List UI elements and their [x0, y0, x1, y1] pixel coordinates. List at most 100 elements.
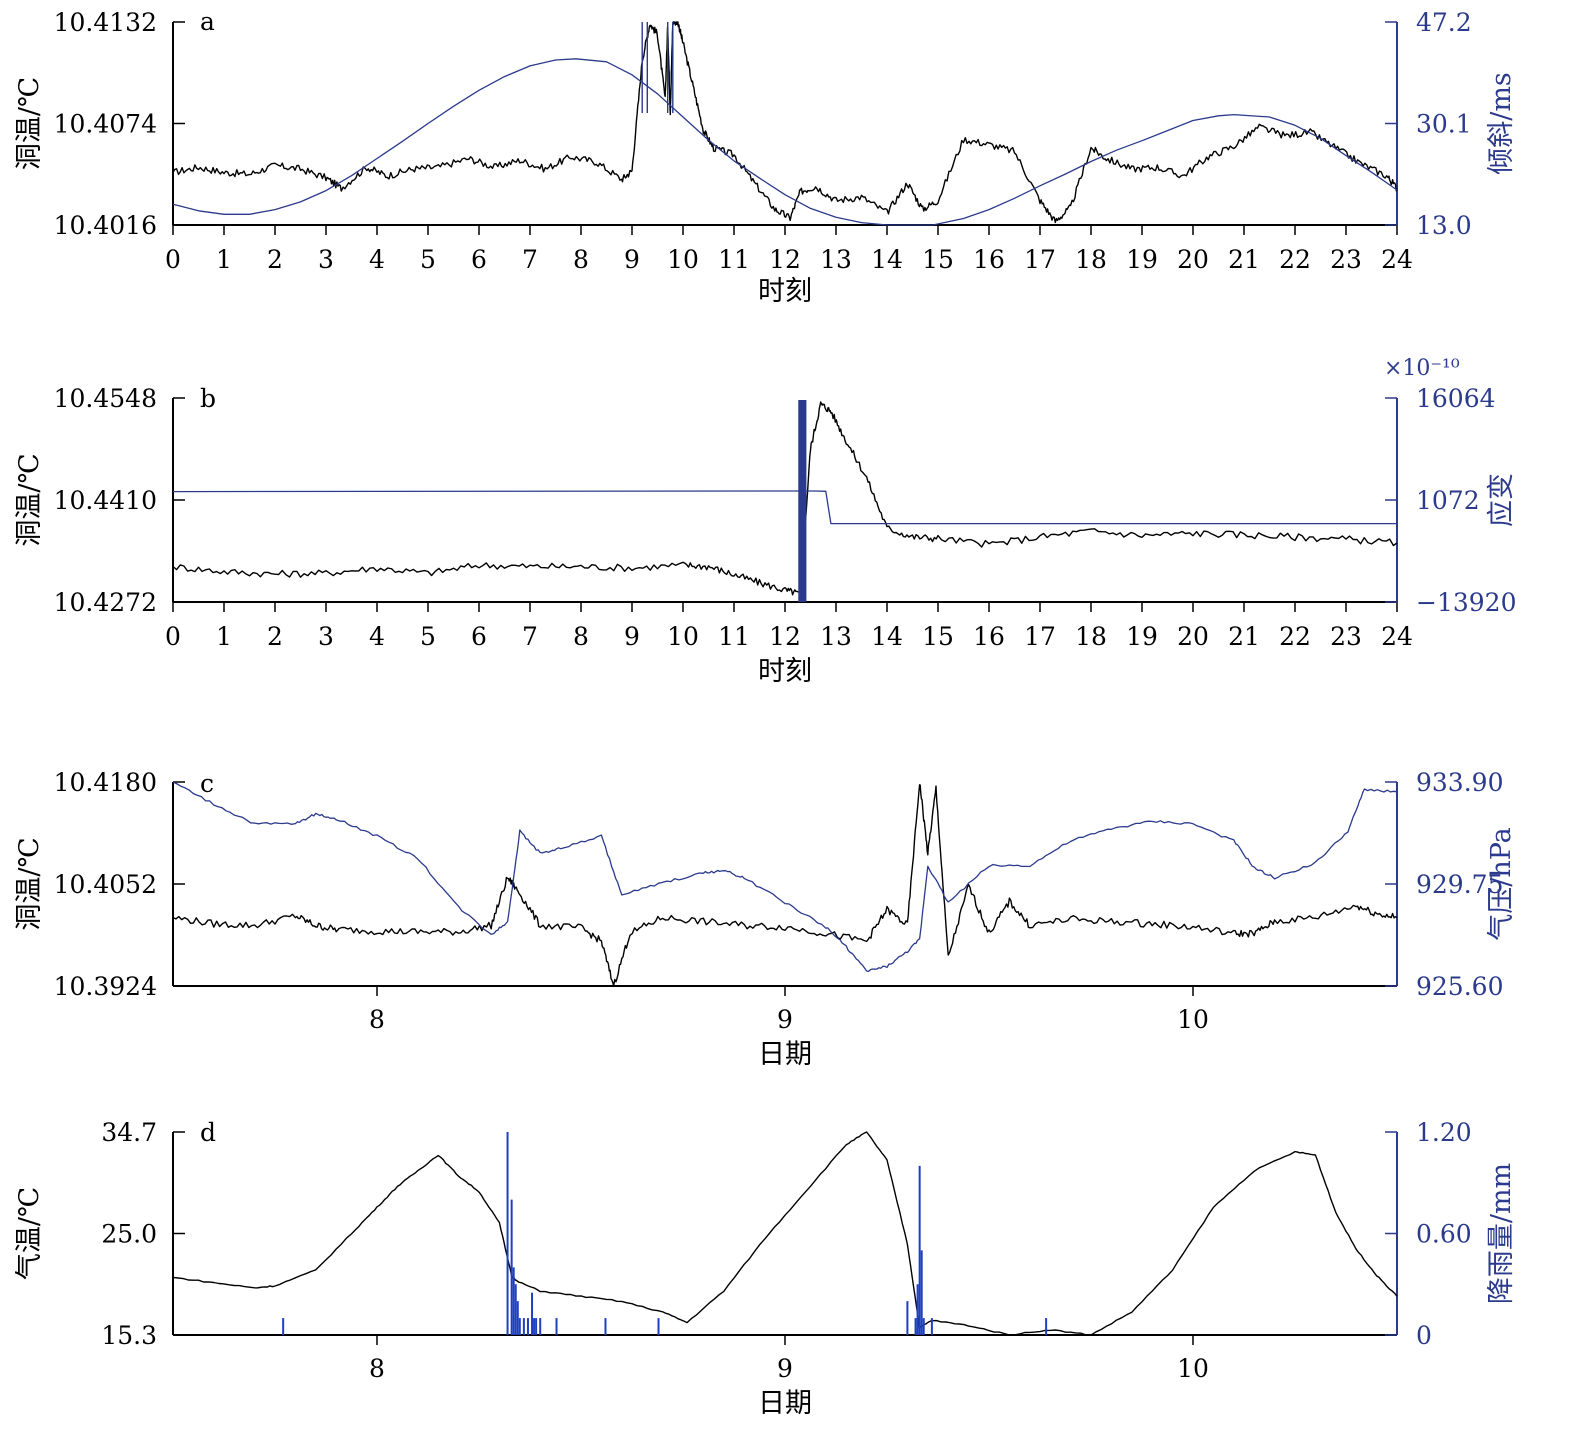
x-tick-label: 16 — [973, 622, 1005, 651]
x-tick-label: 8 — [573, 622, 589, 651]
x-tick-label: 10 — [1177, 1354, 1209, 1383]
x-axis-title: 时刻 — [758, 656, 812, 687]
x-tick-label: 11 — [718, 622, 750, 651]
x-tick-label: 18 — [1075, 245, 1107, 274]
y-left-tick-label: 34.7 — [101, 1118, 157, 1147]
y-right-axis-title: 气压/hPa — [1486, 827, 1517, 941]
y-right-tick-label: 47.2 — [1416, 8, 1472, 37]
y-left-axis-title: 洞温/℃ — [14, 837, 45, 930]
x-tick-label: 15 — [922, 622, 954, 651]
panel-letter: d — [200, 1118, 216, 1147]
y-right-tick-label: 933.90 — [1416, 768, 1503, 797]
y-right-tick-label: −13920 — [1416, 588, 1516, 617]
y-left-tick-label: 10.4410 — [54, 486, 157, 515]
exponent-label: ×10⁻¹⁰ — [1384, 356, 1460, 381]
x-tick-label: 21 — [1228, 245, 1260, 274]
x-tick-label: 10 — [1177, 1005, 1209, 1034]
y-left-tick-label: 25.0 — [101, 1220, 157, 1249]
y-left-tick-label: 10.4548 — [54, 384, 157, 413]
x-tick-label: 12 — [769, 622, 801, 651]
y-right-tick-label: 16064 — [1416, 384, 1496, 413]
y-left-tick-label: 10.3924 — [54, 972, 157, 1001]
x-tick-label: 0 — [165, 245, 181, 274]
x-tick-label: 13 — [820, 622, 852, 651]
y-right-tick-label: 0 — [1416, 1321, 1432, 1350]
y-right-axis-title: 倾斜/ms — [1486, 72, 1517, 175]
y-left-axis-title: 气温/℃ — [14, 1187, 45, 1280]
right-series-line — [172, 490, 1397, 525]
panel-b: b0 1 2 3 4 5 6 7 8 9 10 11 12 13 14 15 16 17 18 19 20 21 22 23 2… — [14, 356, 1517, 687]
x-tick-label: 9 — [624, 245, 640, 274]
x-tick-label: 0 — [165, 622, 181, 651]
y-right-tick-label: 1072 — [1416, 486, 1480, 515]
left-series-line — [172, 401, 1398, 596]
x-tick-label: 8 — [369, 1005, 385, 1034]
x-tick-label: 2 — [267, 622, 283, 651]
x-tick-label: 10 — [667, 622, 699, 651]
y-left-axis-title: 洞温/℃ — [14, 77, 45, 170]
x-tick-label: 6 — [471, 245, 487, 274]
x-tick-label: 21 — [1228, 622, 1260, 651]
y-left-axis-title: 洞温/℃ — [14, 453, 45, 546]
panel-letter: b — [200, 384, 216, 413]
panel-letter: a — [200, 7, 215, 36]
panel-c: c 8 9 10 10.3924 10.4052 10.4180 925.60 929.75 93… — [14, 768, 1517, 1070]
x-axis-title: 日期 — [758, 1039, 812, 1070]
x-tick-label: 1 — [216, 245, 232, 274]
y-right-tick-label: 0.60 — [1416, 1220, 1472, 1249]
y-left-tick-label: 10.4016 — [54, 211, 157, 240]
x-tick-label: 4 — [369, 622, 385, 651]
panel-d: d 8 9 10 15.3 25.0 34.7 0 0.60 1.20 日期 气温/℃ 降雨量/mm — [14, 1118, 1517, 1419]
y-left-tick-label: 10.4272 — [54, 588, 157, 617]
x-tick-label: 20 — [1177, 622, 1209, 651]
x-tick-label: 24 — [1381, 245, 1413, 274]
y-left-tick-label: 10.4052 — [54, 870, 157, 899]
x-tick-label: 8 — [369, 1354, 385, 1383]
y-left-tick-label: 10.4074 — [54, 110, 157, 139]
x-tick-label: 19 — [1126, 622, 1158, 651]
x-tick-label: 17 — [1024, 622, 1056, 651]
x-tick-label: 3 — [318, 245, 334, 274]
x-tick-label: 3 — [318, 622, 334, 651]
x-tick-label: 17 — [1024, 245, 1056, 274]
y-left-tick-label: 15.3 — [101, 1321, 157, 1350]
y-right-tick-label: 929.75 — [1416, 870, 1503, 899]
right-series-line — [172, 781, 1398, 973]
x-tick-label: 9 — [777, 1354, 793, 1383]
x-tick-label: 5 — [420, 245, 436, 274]
y-right-axis-title: 降雨量/mm — [1486, 1163, 1517, 1304]
x-tick-label: 4 — [369, 245, 385, 274]
x-tick-label: 1 — [216, 622, 232, 651]
x-tick-label: 5 — [420, 622, 436, 651]
x-axis-title: 时刻 — [758, 276, 812, 307]
x-tick-label: 2 — [267, 245, 283, 274]
x-tick-label: 8 — [573, 245, 589, 274]
x-tick-label: 7 — [522, 245, 538, 274]
x-tick-label: 16 — [973, 245, 1005, 274]
x-tick-label: 18 — [1075, 622, 1107, 651]
x-tick-label: 23 — [1330, 622, 1362, 651]
left-series-line — [172, 21, 1398, 224]
y-right-axis-title: 应变 — [1486, 473, 1517, 527]
panel-a: a0 1 2 3 4 5 6 7 8 9 10 11 12 13 14 15 16 17 18 19 20 21 22 23 2… — [14, 7, 1517, 307]
x-tick-label: 7 — [522, 622, 538, 651]
x-tick-label: 12 — [769, 245, 801, 274]
y-right-tick-label: 13.0 — [1416, 211, 1472, 240]
x-tick-label: 9 — [777, 1005, 793, 1034]
left-series-line — [172, 784, 1398, 987]
panel-letter: c — [200, 769, 214, 798]
x-tick-label: 20 — [1177, 245, 1209, 274]
y-right-tick-label: 1.20 — [1416, 1118, 1472, 1147]
x-tick-label: 22 — [1279, 245, 1311, 274]
y-left-tick-label: 10.4132 — [54, 8, 157, 37]
x-tick-label: 13 — [820, 245, 852, 274]
x-tick-label: 24 — [1381, 622, 1413, 651]
y-right-tick-label: 925.60 — [1416, 972, 1503, 1001]
x-tick-label: 23 — [1330, 245, 1362, 274]
y-right-tick-label: 30.1 — [1416, 110, 1472, 139]
x-tick-label: 9 — [624, 622, 640, 651]
x-tick-label: 10 — [667, 245, 699, 274]
x-tick-label: 14 — [871, 245, 903, 274]
x-tick-label: 19 — [1126, 245, 1158, 274]
